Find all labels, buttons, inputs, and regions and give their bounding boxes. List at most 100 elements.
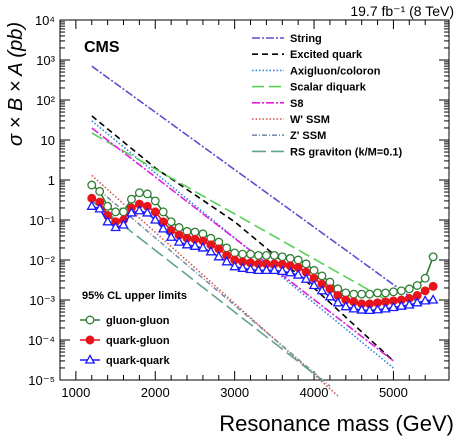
data-point bbox=[102, 215, 113, 226]
y-tick-label: 10³ bbox=[36, 53, 55, 68]
data-point bbox=[428, 252, 438, 262]
data-point bbox=[419, 295, 431, 305]
data-point bbox=[190, 227, 200, 237]
data-point bbox=[349, 289, 359, 299]
data-point bbox=[181, 238, 193, 249]
model-curve bbox=[91, 65, 418, 303]
data-point bbox=[324, 291, 336, 301]
x-tick-label: 2000 bbox=[141, 385, 170, 400]
data-point bbox=[213, 251, 225, 261]
model-curve bbox=[91, 127, 394, 362]
y-tick-label: 10 bbox=[41, 133, 55, 148]
data-point bbox=[229, 260, 240, 271]
x-tick-label: 3000 bbox=[220, 385, 249, 400]
data-point bbox=[118, 219, 129, 229]
data-point bbox=[364, 304, 375, 315]
data-point bbox=[173, 236, 185, 246]
data-point bbox=[332, 296, 344, 307]
limits-legend-title: 95% CL upper limits bbox=[82, 290, 187, 302]
model-curve bbox=[91, 174, 339, 397]
x-tick-label: 5000 bbox=[379, 385, 408, 400]
model-curve bbox=[91, 115, 394, 362]
data-point bbox=[317, 271, 327, 281]
data-point bbox=[261, 250, 271, 260]
data-point bbox=[142, 189, 152, 199]
data-point bbox=[126, 194, 136, 204]
legend-entry: Excited quark bbox=[290, 49, 363, 61]
legend-entry: Z' SSM bbox=[290, 130, 326, 142]
legend: String Excited quark Axigluon/coloron Scala… bbox=[80, 33, 403, 367]
data-point bbox=[157, 223, 169, 233]
data-point bbox=[197, 242, 209, 252]
series-line bbox=[91, 184, 434, 295]
x-tick-label: 1000 bbox=[61, 385, 90, 400]
data-point bbox=[165, 231, 177, 241]
data-point bbox=[348, 303, 360, 313]
y-tick-label: 10⁻² bbox=[29, 253, 55, 268]
chart-text: 19.7 fb⁻¹ (8 TeV) CMS Resonance mass (Ge… bbox=[5, 3, 454, 436]
data-point bbox=[221, 255, 233, 266]
x-tick-label: 4000 bbox=[300, 385, 329, 400]
legend-entry: quark-gluon bbox=[106, 335, 170, 347]
data-point bbox=[420, 273, 430, 283]
data-point bbox=[357, 289, 367, 299]
model-curve bbox=[91, 183, 331, 387]
data-point bbox=[388, 301, 399, 312]
data-point bbox=[276, 265, 288, 276]
data-point bbox=[269, 250, 279, 260]
model-curve bbox=[91, 132, 394, 305]
data-point bbox=[373, 288, 383, 298]
data-point bbox=[261, 264, 272, 275]
data-point bbox=[309, 265, 319, 275]
data-point bbox=[388, 287, 398, 297]
data-point bbox=[396, 286, 406, 296]
y-tick-label: 10² bbox=[36, 93, 55, 108]
y-tick-label: 1 bbox=[48, 173, 55, 188]
data-point bbox=[87, 180, 97, 190]
data-point bbox=[411, 296, 423, 307]
data-point bbox=[222, 243, 232, 253]
data-point bbox=[365, 289, 375, 299]
legend-entry: String bbox=[290, 33, 322, 45]
plot-border bbox=[59, 19, 450, 381]
data-point bbox=[189, 240, 201, 250]
data-point bbox=[412, 281, 422, 290]
data-point bbox=[316, 284, 328, 295]
data-point bbox=[380, 303, 391, 313]
data-point bbox=[94, 203, 106, 213]
data-point bbox=[103, 201, 113, 211]
data-point bbox=[356, 304, 367, 314]
data-point bbox=[174, 223, 184, 232]
lumi-label: 19.7 fb⁻¹ (8 TeV) bbox=[350, 3, 454, 19]
data-point bbox=[205, 246, 217, 256]
theory-curves bbox=[91, 65, 418, 397]
x-axis-label: Resonance mass (GeV) bbox=[219, 411, 454, 436]
data-point bbox=[427, 294, 439, 304]
data-point bbox=[149, 214, 161, 224]
experiment-label: CMS bbox=[84, 39, 120, 56]
data-point bbox=[284, 266, 296, 277]
data-point bbox=[396, 300, 407, 310]
data-point bbox=[150, 196, 160, 206]
data-point bbox=[134, 204, 145, 215]
data-point bbox=[85, 335, 95, 345]
data-point bbox=[308, 279, 320, 290]
y-tick-label: 10⁻⁴ bbox=[28, 333, 55, 348]
data-point bbox=[237, 262, 248, 272]
legend-entry: W' SSM bbox=[290, 114, 330, 126]
data-point bbox=[381, 288, 390, 298]
data-point bbox=[301, 259, 311, 269]
data-point bbox=[142, 207, 153, 217]
data-point bbox=[85, 315, 95, 325]
data-point bbox=[372, 303, 383, 314]
model-curve bbox=[91, 200, 323, 381]
legend-entry: Scalar diquark bbox=[290, 82, 367, 94]
data-point bbox=[126, 207, 137, 217]
legend-entry: gluon-gluon bbox=[106, 315, 170, 327]
y-axis-label: σ × B × A (pb) bbox=[5, 22, 27, 146]
data-point bbox=[134, 188, 144, 198]
data-point bbox=[269, 264, 280, 275]
data-point bbox=[95, 186, 105, 196]
y-tick-label: 10⁴ bbox=[35, 13, 55, 28]
